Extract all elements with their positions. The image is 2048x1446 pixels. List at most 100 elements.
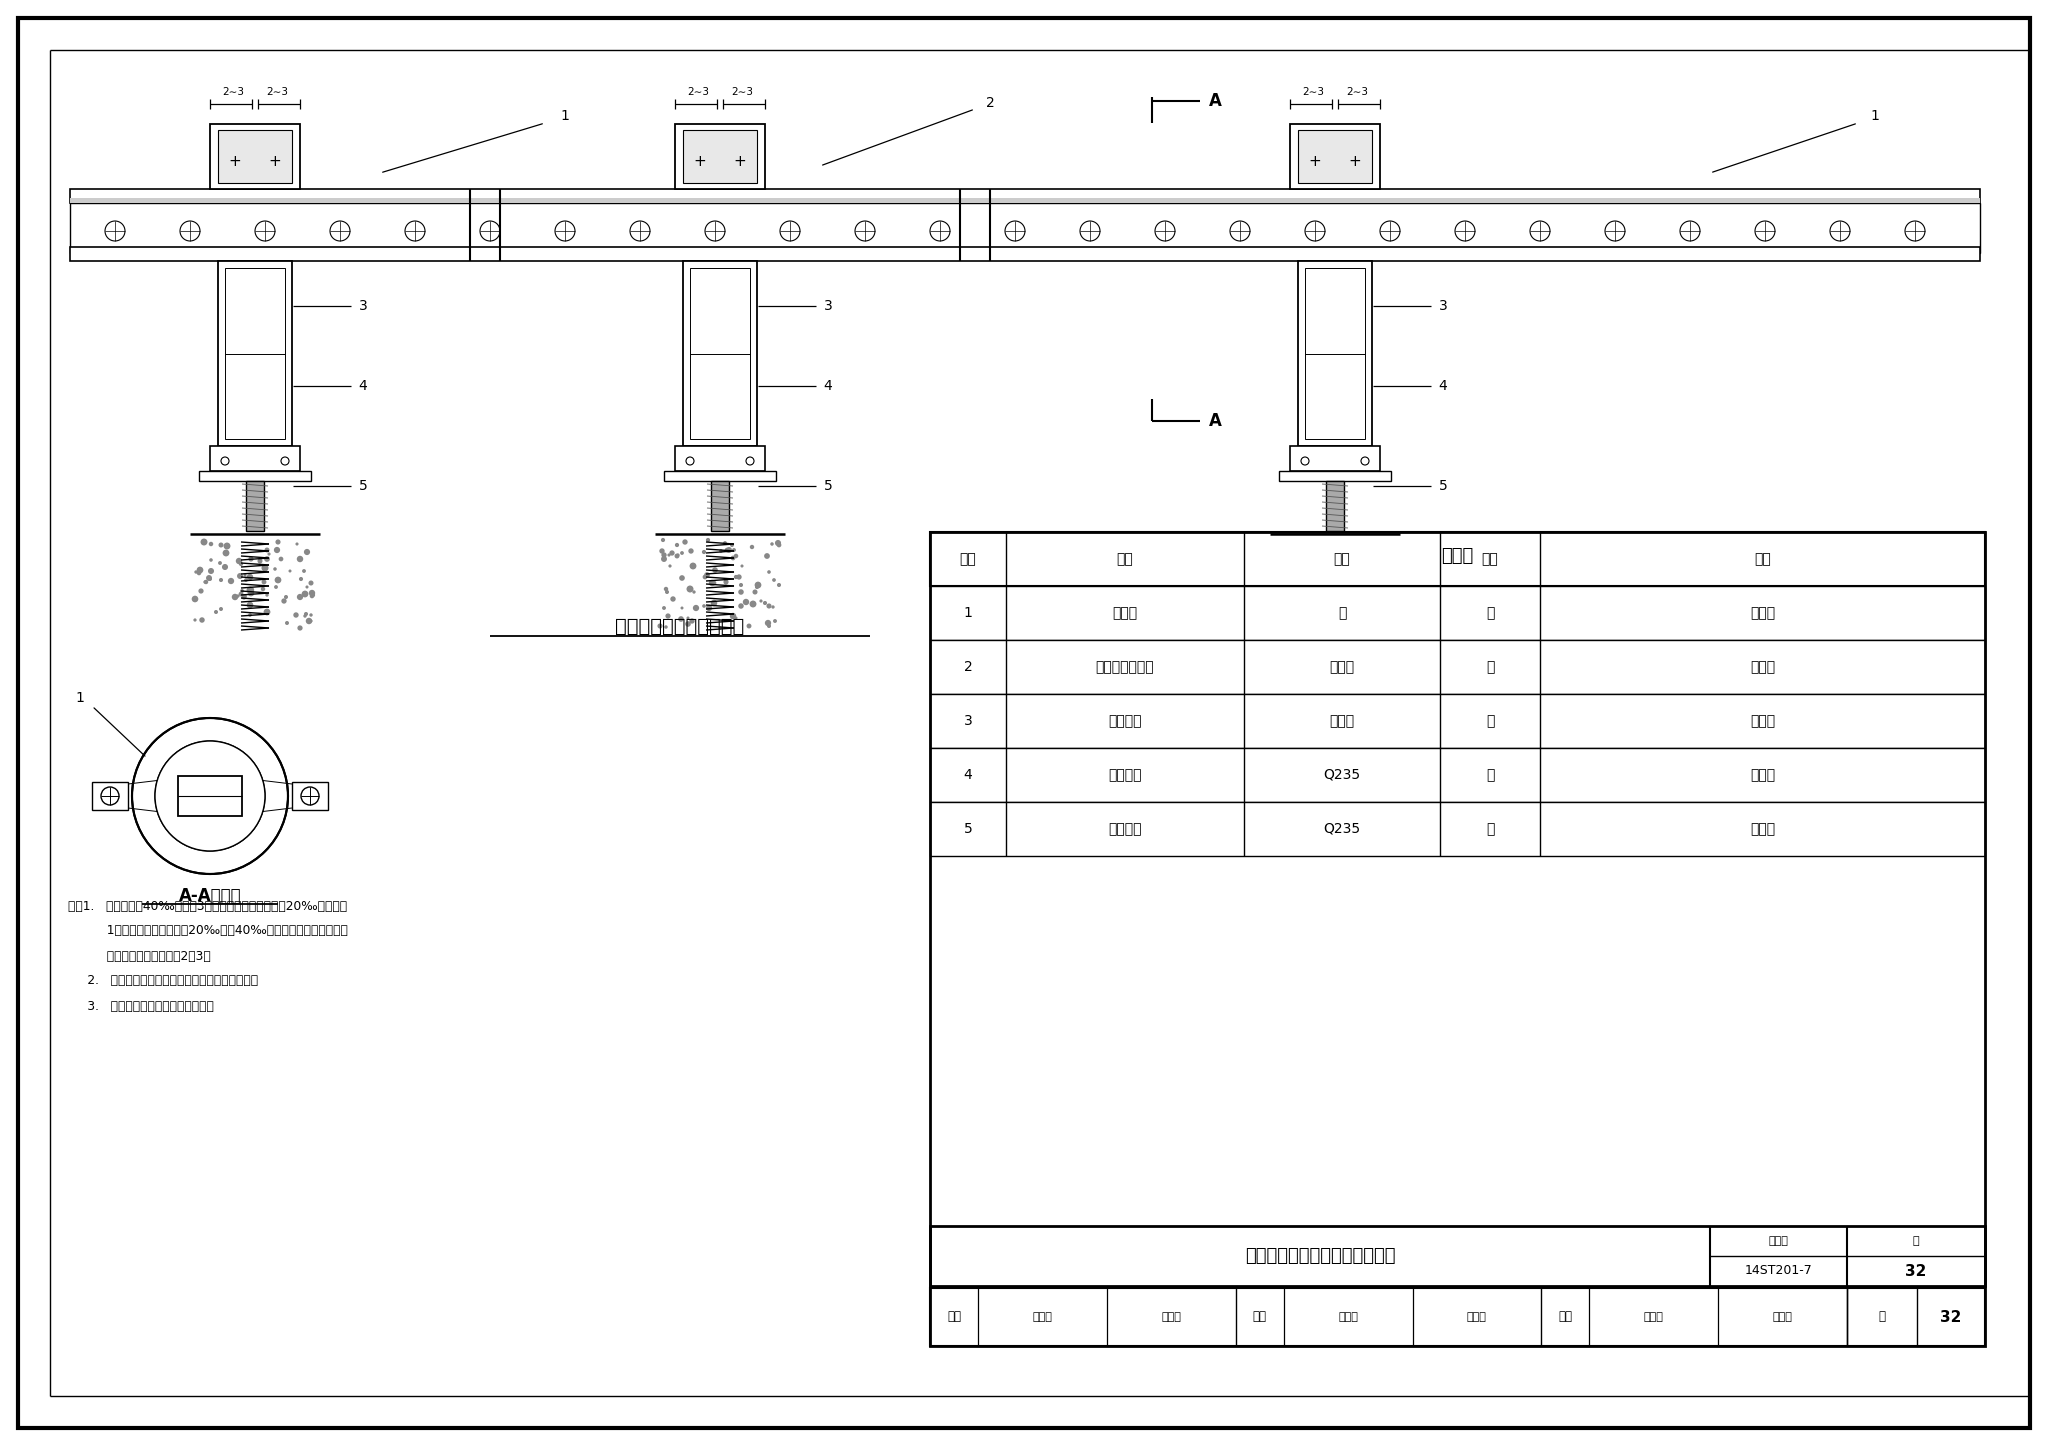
Circle shape bbox=[266, 593, 268, 597]
Text: +: + bbox=[733, 153, 745, 169]
Circle shape bbox=[1366, 604, 1374, 612]
Circle shape bbox=[264, 557, 270, 562]
Circle shape bbox=[1305, 568, 1309, 571]
Circle shape bbox=[264, 609, 270, 616]
Circle shape bbox=[207, 576, 213, 581]
Bar bbox=[211, 124, 299, 189]
Circle shape bbox=[702, 574, 707, 580]
Text: 5: 5 bbox=[823, 479, 831, 493]
Circle shape bbox=[1376, 617, 1382, 625]
Circle shape bbox=[1303, 576, 1309, 581]
Circle shape bbox=[1905, 221, 1925, 241]
Text: +: + bbox=[1309, 153, 1321, 169]
Circle shape bbox=[662, 552, 668, 558]
Text: 仇占岭: 仇占岭 bbox=[1774, 1312, 1792, 1322]
Circle shape bbox=[727, 547, 731, 552]
Circle shape bbox=[692, 590, 696, 594]
Text: 槽钢底座: 槽钢底座 bbox=[1108, 768, 1141, 782]
Circle shape bbox=[707, 604, 713, 612]
Circle shape bbox=[764, 602, 768, 604]
Circle shape bbox=[156, 740, 264, 852]
Circle shape bbox=[1337, 562, 1343, 568]
Circle shape bbox=[297, 594, 303, 600]
Circle shape bbox=[760, 600, 762, 603]
Circle shape bbox=[305, 586, 309, 589]
Circle shape bbox=[1305, 221, 1325, 241]
Circle shape bbox=[668, 554, 670, 557]
Circle shape bbox=[1305, 545, 1311, 551]
Circle shape bbox=[930, 221, 950, 241]
Circle shape bbox=[1300, 613, 1305, 616]
Text: 3: 3 bbox=[1438, 299, 1448, 312]
Bar bbox=[930, 641, 1985, 694]
Text: 防爬器: 防爬器 bbox=[1112, 606, 1137, 620]
Circle shape bbox=[682, 539, 688, 545]
Text: +: + bbox=[694, 153, 707, 169]
Circle shape bbox=[666, 613, 670, 619]
Bar bbox=[70, 247, 1980, 260]
Circle shape bbox=[1380, 590, 1386, 597]
Circle shape bbox=[279, 557, 283, 561]
Circle shape bbox=[1378, 626, 1382, 629]
Text: A: A bbox=[1208, 412, 1221, 429]
Bar bbox=[211, 445, 299, 471]
Circle shape bbox=[330, 221, 350, 241]
Circle shape bbox=[1296, 620, 1300, 625]
Circle shape bbox=[1346, 591, 1350, 594]
Text: 5: 5 bbox=[358, 479, 367, 493]
Text: 5: 5 bbox=[1438, 479, 1448, 493]
Bar bbox=[711, 482, 729, 531]
Bar bbox=[682, 130, 758, 184]
Circle shape bbox=[303, 615, 307, 617]
Bar bbox=[682, 260, 758, 445]
Circle shape bbox=[659, 548, 666, 554]
Circle shape bbox=[244, 594, 246, 597]
Circle shape bbox=[662, 606, 666, 610]
Circle shape bbox=[733, 554, 737, 558]
Circle shape bbox=[768, 570, 770, 574]
Circle shape bbox=[201, 538, 207, 545]
Bar bbox=[70, 198, 1980, 202]
Circle shape bbox=[1530, 221, 1550, 241]
Circle shape bbox=[1280, 587, 1284, 591]
Text: A-A剖面图: A-A剖面图 bbox=[178, 886, 242, 905]
Circle shape bbox=[686, 457, 694, 466]
Circle shape bbox=[1366, 591, 1372, 596]
Text: Q235: Q235 bbox=[1323, 821, 1360, 836]
Circle shape bbox=[774, 539, 780, 547]
Circle shape bbox=[766, 603, 772, 609]
Circle shape bbox=[1298, 545, 1305, 551]
Circle shape bbox=[772, 619, 776, 623]
Circle shape bbox=[1278, 545, 1286, 552]
Text: +: + bbox=[1350, 153, 1362, 169]
Circle shape bbox=[737, 574, 741, 580]
Bar bbox=[930, 748, 1985, 803]
Circle shape bbox=[1282, 536, 1288, 542]
Circle shape bbox=[1317, 565, 1323, 570]
Text: 材料: 材料 bbox=[1333, 552, 1350, 565]
Circle shape bbox=[764, 554, 770, 560]
Circle shape bbox=[301, 570, 305, 573]
Text: Q235: Q235 bbox=[1323, 768, 1360, 782]
Text: 1: 1 bbox=[561, 108, 569, 123]
Circle shape bbox=[1378, 593, 1384, 599]
Circle shape bbox=[260, 587, 266, 591]
Circle shape bbox=[1386, 562, 1393, 568]
Circle shape bbox=[705, 573, 711, 578]
Circle shape bbox=[1350, 555, 1354, 560]
Text: 封书鹏: 封书鹏 bbox=[1645, 1312, 1663, 1322]
Circle shape bbox=[293, 612, 299, 617]
Circle shape bbox=[274, 547, 281, 554]
Circle shape bbox=[1335, 615, 1339, 619]
Circle shape bbox=[1333, 554, 1339, 560]
Circle shape bbox=[1309, 558, 1315, 564]
Circle shape bbox=[1290, 620, 1296, 626]
Circle shape bbox=[262, 580, 266, 584]
Circle shape bbox=[1368, 623, 1374, 629]
Circle shape bbox=[702, 549, 707, 554]
Circle shape bbox=[256, 221, 274, 241]
Circle shape bbox=[1606, 221, 1624, 241]
Circle shape bbox=[1313, 599, 1319, 606]
Text: 套: 套 bbox=[1485, 659, 1495, 674]
Circle shape bbox=[1389, 590, 1393, 593]
